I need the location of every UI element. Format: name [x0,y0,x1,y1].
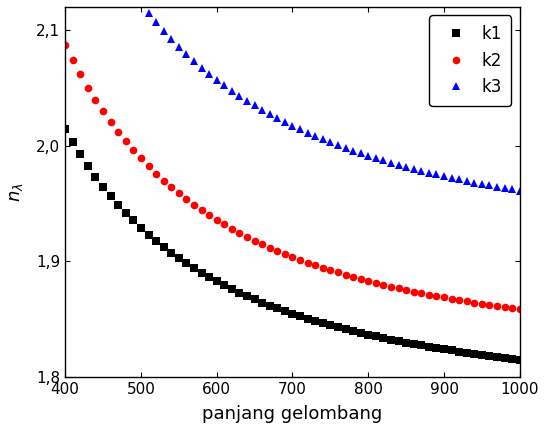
k3 [304,130,311,135]
k1 [168,250,175,255]
Line: k1: k1 [61,125,524,363]
k3 [335,142,341,147]
k1 [221,283,228,288]
k2 [335,270,341,275]
k1 [517,357,523,362]
k2 [62,43,68,48]
k3 [153,20,159,25]
k1 [304,316,311,321]
k1 [62,126,68,132]
Y-axis label: $n_{\lambda}$: $n_{\lambda}$ [7,182,25,202]
Line: k3: k3 [61,0,524,194]
Legend: k1, k2, k3: k1, k2, k3 [430,15,512,106]
k2 [221,222,228,227]
k3 [221,83,228,88]
k3 [517,188,523,194]
k1 [335,325,341,330]
k2 [168,184,175,190]
Line: k2: k2 [61,41,524,313]
k2 [517,307,523,312]
X-axis label: panjang gelombang: panjang gelombang [203,405,383,423]
k3 [168,37,175,42]
k2 [304,260,311,265]
k1 [153,238,159,243]
k2 [456,298,462,303]
k2 [153,171,159,176]
k3 [456,177,462,182]
k1 [456,349,462,354]
